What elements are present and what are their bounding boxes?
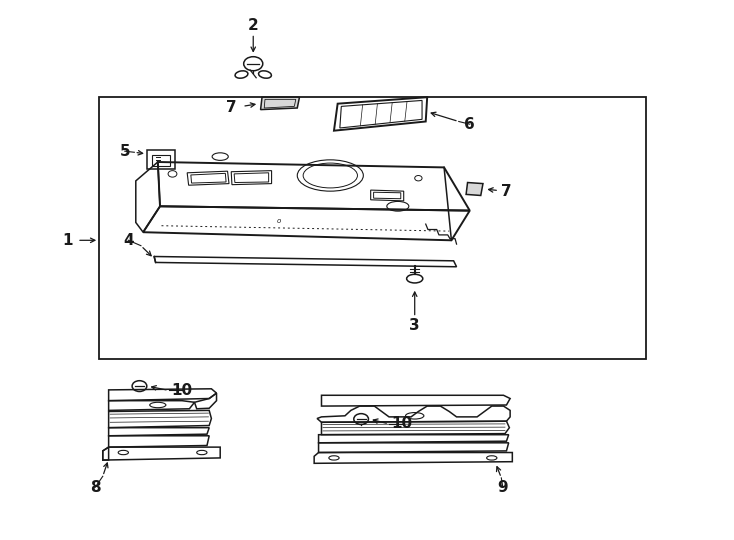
Text: 4: 4	[123, 233, 134, 248]
Text: 6: 6	[465, 117, 475, 132]
Polygon shape	[261, 97, 299, 110]
Text: 1: 1	[62, 233, 73, 248]
Bar	[152, 155, 170, 166]
Polygon shape	[466, 183, 483, 195]
Text: 7: 7	[501, 184, 512, 199]
Text: 3: 3	[410, 318, 420, 333]
Text: 8: 8	[90, 480, 101, 495]
Text: 7: 7	[226, 100, 236, 116]
Text: 9: 9	[498, 480, 508, 495]
Bar	[99, 97, 646, 359]
Text: 10: 10	[392, 416, 413, 431]
Bar	[147, 150, 175, 169]
Text: 2: 2	[248, 18, 258, 33]
Text: 5: 5	[120, 144, 130, 159]
Text: 10: 10	[172, 383, 192, 398]
Text: o: o	[277, 218, 281, 225]
